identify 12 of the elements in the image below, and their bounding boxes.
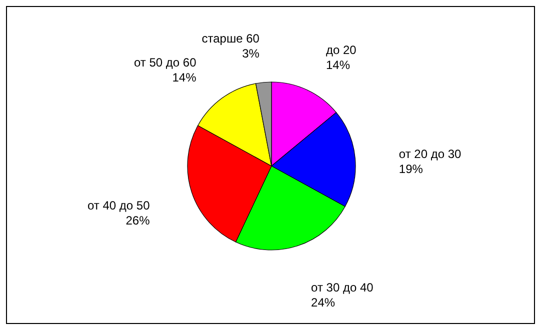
slice-label: от 50 до 60 bbox=[134, 55, 197, 70]
data-label: 14% bbox=[172, 70, 197, 84]
slice-label: от 40 до 50 bbox=[87, 198, 150, 213]
data-label: 3% bbox=[242, 46, 260, 61]
data-label: 24% bbox=[311, 296, 336, 310]
slice-label: от 20 до 30 bbox=[398, 146, 462, 161]
data-label: 14% bbox=[326, 58, 350, 72]
data-label: 19% bbox=[398, 162, 424, 176]
slice-label: от 30 до 40 bbox=[311, 280, 374, 295]
data-label: 26% bbox=[126, 214, 150, 228]
slice-label: старше 60 bbox=[202, 32, 260, 46]
slice-label: до 20 bbox=[326, 43, 357, 58]
